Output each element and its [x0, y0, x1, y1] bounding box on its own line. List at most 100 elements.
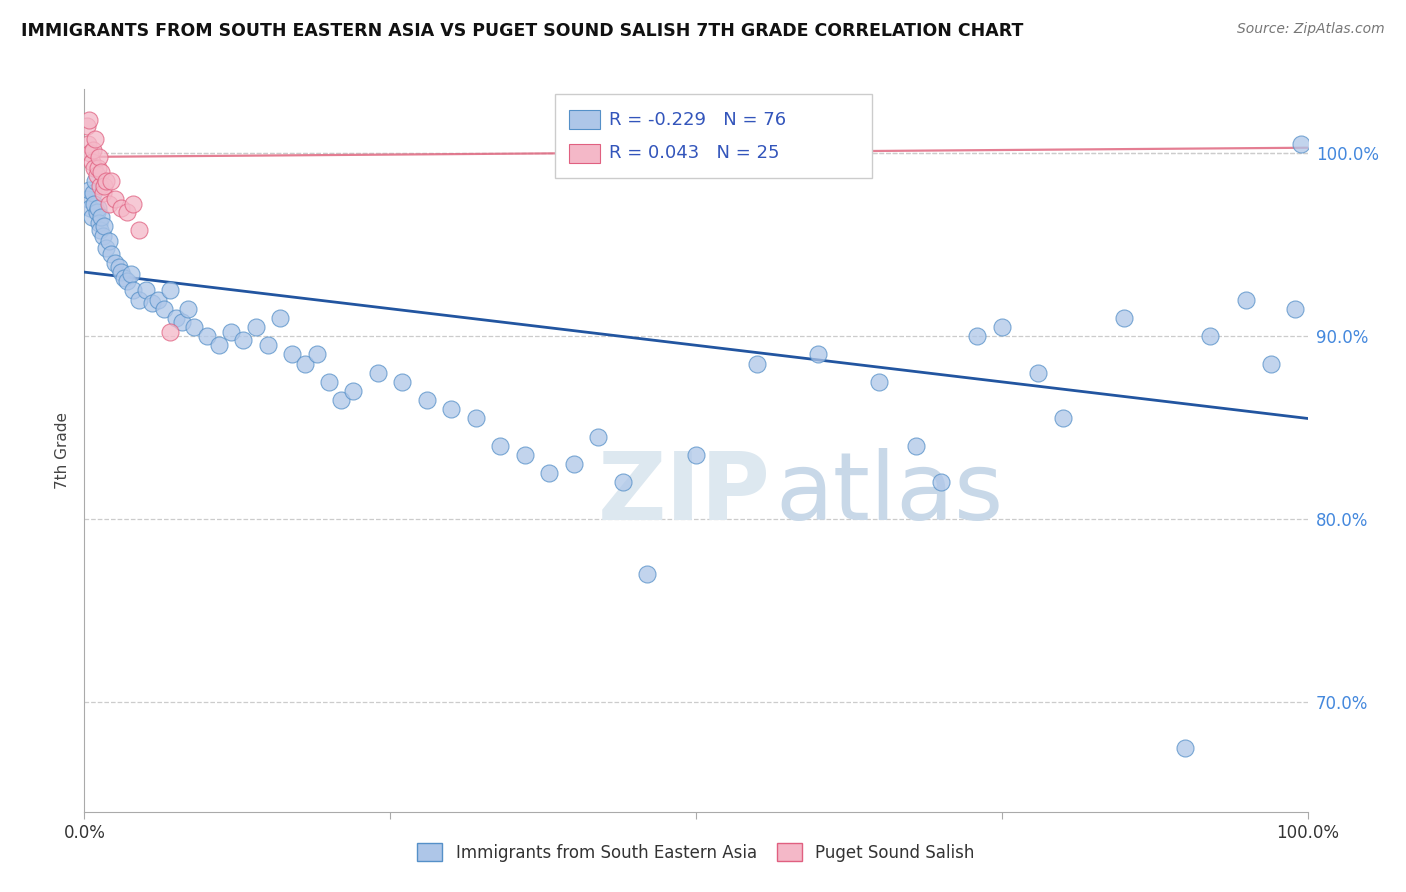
- Point: [1028, 366, 1050, 380]
- Point: [562, 457, 585, 471]
- Point: [159, 284, 181, 298]
- Point: [165, 310, 187, 325]
- Point: [391, 375, 413, 389]
- Point: [128, 293, 150, 307]
- Point: [80, 155, 103, 169]
- Point: [294, 357, 316, 371]
- Text: Source: ZipAtlas.com: Source: ZipAtlas.com: [1237, 22, 1385, 37]
- Point: [128, 223, 150, 237]
- Point: [538, 467, 561, 481]
- Point: [82, 186, 104, 201]
- Point: [87, 201, 110, 215]
- Point: [83, 197, 105, 211]
- Point: [440, 402, 463, 417]
- Point: [83, 161, 105, 175]
- Point: [89, 223, 111, 237]
- Point: [87, 216, 110, 230]
- Point: [141, 296, 163, 310]
- Point: [257, 338, 280, 352]
- Point: [636, 566, 658, 581]
- Point: [100, 247, 122, 261]
- Point: [146, 293, 169, 307]
- Point: [77, 113, 100, 128]
- Point: [100, 174, 122, 188]
- Point: [96, 174, 118, 188]
- Point: [464, 411, 486, 425]
- Text: R = 0.043   N = 25: R = 0.043 N = 25: [609, 145, 779, 162]
- Point: [89, 179, 111, 194]
- Point: [120, 267, 142, 281]
- Point: [107, 260, 129, 274]
- Text: IMMIGRANTS FROM SOUTH EASTERN ASIA VS PUGET SOUND SALISH 7TH GRADE CORRELATION C: IMMIGRANTS FROM SOUTH EASTERN ASIA VS PU…: [21, 22, 1024, 40]
- Point: [97, 197, 120, 211]
- Point: [232, 333, 254, 347]
- Point: [79, 146, 101, 161]
- Point: [807, 347, 830, 361]
- Point: [330, 393, 353, 408]
- Point: [153, 301, 176, 316]
- Point: [747, 137, 769, 152]
- Point: [86, 204, 108, 219]
- Point: [115, 274, 138, 288]
- Point: [87, 161, 110, 175]
- Point: [93, 219, 115, 234]
- Point: [612, 475, 634, 490]
- Point: [110, 201, 132, 215]
- Point: [82, 143, 104, 157]
- Point: [747, 357, 769, 371]
- Point: [86, 168, 108, 182]
- Point: [966, 329, 988, 343]
- Point: [91, 228, 114, 243]
- Text: ZIP: ZIP: [598, 448, 770, 540]
- Point: [80, 211, 103, 225]
- Point: [87, 150, 110, 164]
- Point: [318, 375, 340, 389]
- Point: [77, 192, 100, 206]
- Point: [586, 430, 609, 444]
- Point: [110, 265, 132, 279]
- Text: atlas: atlas: [776, 448, 1004, 540]
- Point: [905, 439, 928, 453]
- Point: [84, 131, 107, 145]
- Point: [91, 186, 114, 201]
- Point: [77, 137, 100, 152]
- Point: [84, 174, 107, 188]
- Point: [1284, 301, 1306, 316]
- Point: [135, 284, 157, 298]
- Point: [112, 270, 135, 285]
- Point: [79, 201, 101, 215]
- Point: [97, 234, 120, 248]
- Point: [90, 211, 112, 225]
- Point: [1052, 411, 1074, 425]
- Point: [305, 347, 328, 361]
- Point: [177, 301, 200, 316]
- Point: [416, 393, 439, 408]
- Point: [245, 320, 267, 334]
- Point: [122, 197, 145, 211]
- Point: [685, 448, 707, 462]
- Point: [1291, 137, 1313, 152]
- Point: [104, 192, 127, 206]
- Point: [77, 183, 100, 197]
- Point: [122, 284, 145, 298]
- Point: [1236, 293, 1258, 307]
- Point: [208, 338, 231, 352]
- Point: [281, 347, 304, 361]
- Point: [367, 366, 389, 380]
- Point: [93, 179, 115, 194]
- Point: [159, 326, 181, 340]
- Y-axis label: 7th Grade: 7th Grade: [55, 412, 70, 489]
- Point: [991, 320, 1014, 334]
- Point: [1198, 329, 1220, 343]
- Point: [1114, 310, 1136, 325]
- Point: [269, 310, 291, 325]
- Point: [869, 375, 891, 389]
- Point: [96, 241, 118, 255]
- Point: [115, 204, 138, 219]
- Point: [489, 439, 512, 453]
- Point: [219, 326, 242, 340]
- Point: [513, 448, 536, 462]
- Point: [76, 119, 98, 133]
- Point: [1174, 740, 1197, 755]
- Point: [104, 256, 127, 270]
